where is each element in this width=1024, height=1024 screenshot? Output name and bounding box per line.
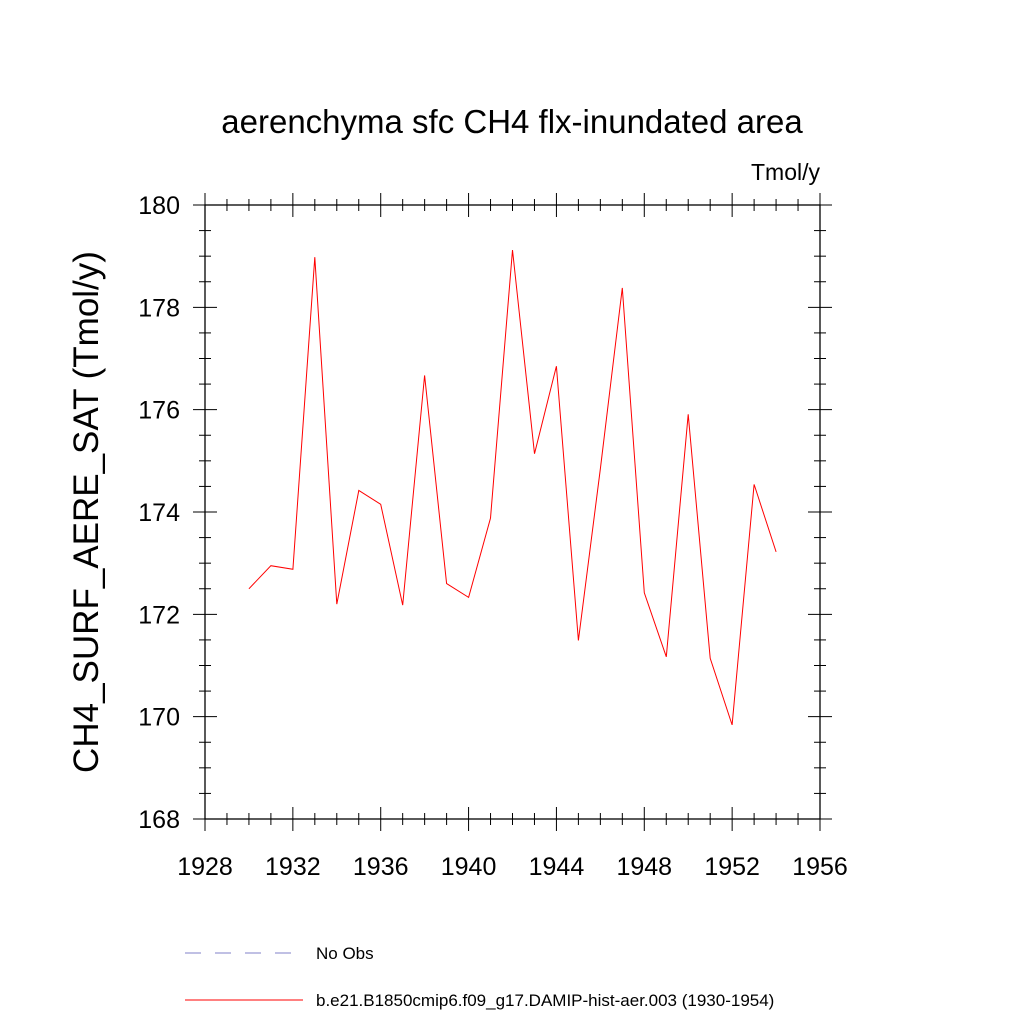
y-tick-label-172: 172 (138, 601, 180, 629)
y-axis-label: CH4_SURF_AERE_SAT (Tmol/y) (67, 251, 106, 773)
x-tick-label-1956: 1956 (792, 853, 848, 881)
y-tick-label-168: 168 (138, 806, 180, 834)
y-tick-label-174: 174 (138, 499, 180, 527)
series-line-0 (248, 249, 777, 726)
y-tick-label-178: 178 (138, 294, 180, 322)
y-tick-label-170: 170 (138, 704, 180, 732)
x-tick-label-1932: 1932 (265, 853, 321, 881)
series-group (248, 249, 777, 726)
legend-label-no-obs: No Obs (316, 944, 374, 963)
x-tick-label-1936: 1936 (353, 853, 409, 881)
units-label: Tmol/y (751, 159, 821, 185)
y-axis-tick-labels: 168 170 172 174 176 178 180 (138, 192, 180, 834)
x-axis-ticks (204, 193, 821, 831)
x-tick-label-1948: 1948 (616, 853, 672, 881)
x-tick-label-1944: 1944 (529, 853, 585, 881)
x-tick-label-1928: 1928 (177, 853, 233, 881)
x-tick-label-1940: 1940 (441, 853, 497, 881)
y-axis-ticks (193, 204, 832, 820)
chart-title: aerenchyma sfc CH4 flx-inundated area (221, 103, 803, 140)
x-tick-label-1952: 1952 (704, 853, 760, 881)
legend-label-series: b.e21.B1850cmip6.f09_g17.DAMIP-hist-aer.… (316, 991, 774, 1010)
legend: No Obs b.e21.B1850cmip6.f09_g17.DAMIP-hi… (185, 944, 774, 1010)
x-axis-tick-labels: 1928 1932 1936 1940 1944 1948 1952 1956 (177, 853, 848, 881)
y-tick-label-176: 176 (138, 397, 180, 425)
y-tick-label-180: 180 (138, 192, 180, 220)
